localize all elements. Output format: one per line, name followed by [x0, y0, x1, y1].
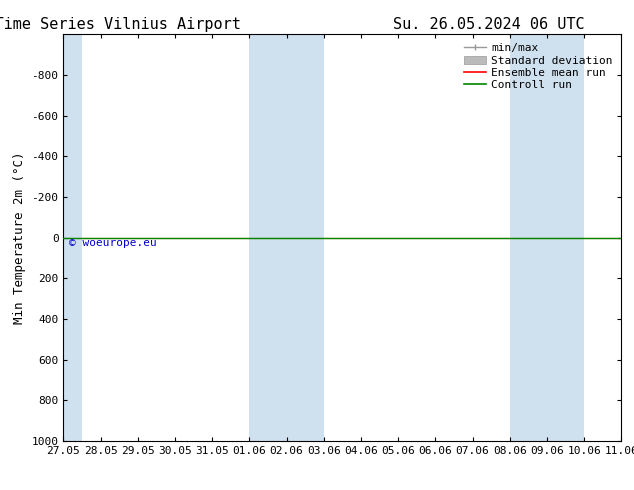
Bar: [63, 34, 82, 441]
Legend: min/max, Standard deviation, Ensemble mean run, Controll run: min/max, Standard deviation, Ensemble me…: [461, 40, 616, 94]
Text: Su. 26.05.2024 06 UTC: Su. 26.05.2024 06 UTC: [393, 17, 585, 32]
Bar: [249, 34, 324, 441]
Y-axis label: Min Temperature 2m (°C): Min Temperature 2m (°C): [13, 151, 26, 324]
Text: © woeurope.eu: © woeurope.eu: [69, 238, 157, 247]
Text: ENS Time Series Vilnius Airport: ENS Time Series Vilnius Airport: [0, 17, 241, 32]
Bar: [510, 34, 584, 441]
